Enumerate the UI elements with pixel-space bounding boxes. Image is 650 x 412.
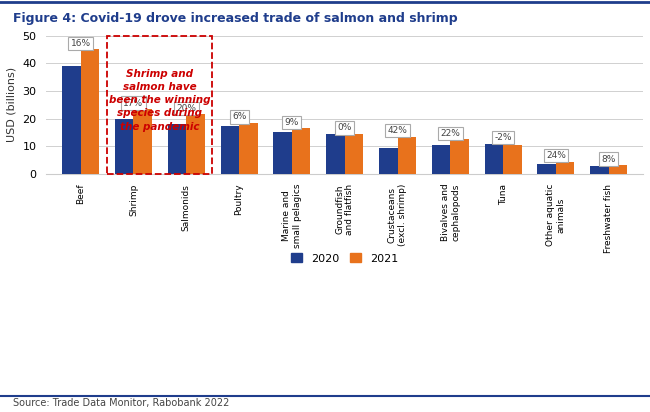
Bar xyxy=(326,134,344,174)
Text: 22%: 22% xyxy=(441,129,460,138)
Bar xyxy=(107,36,213,174)
Bar xyxy=(274,133,292,174)
Bar xyxy=(538,164,556,174)
Bar xyxy=(187,115,205,174)
Bar xyxy=(239,123,257,174)
Bar xyxy=(590,166,609,174)
Text: 0%: 0% xyxy=(337,124,352,133)
Bar xyxy=(292,128,311,174)
Text: 8%: 8% xyxy=(601,155,616,164)
Bar xyxy=(379,147,398,174)
Bar xyxy=(609,165,627,174)
Text: 16%: 16% xyxy=(71,39,91,48)
Bar xyxy=(115,119,133,174)
Y-axis label: USD (billions): USD (billions) xyxy=(7,67,17,143)
Bar xyxy=(168,124,187,174)
Bar xyxy=(344,134,363,174)
Bar xyxy=(556,162,575,174)
Text: 42%: 42% xyxy=(387,126,408,135)
Legend: 2020, 2021: 2020, 2021 xyxy=(287,249,403,268)
Bar xyxy=(220,126,239,174)
Text: 9%: 9% xyxy=(285,118,299,127)
Bar xyxy=(62,66,81,174)
Bar xyxy=(485,143,503,174)
Bar xyxy=(503,145,521,174)
Text: -2%: -2% xyxy=(495,133,512,142)
Bar xyxy=(133,109,152,174)
Text: 24%: 24% xyxy=(546,151,566,160)
Text: Source: Trade Data Monitor, Rabobank 2022: Source: Trade Data Monitor, Rabobank 202… xyxy=(13,398,229,408)
Text: 20%: 20% xyxy=(176,104,196,113)
Text: 6%: 6% xyxy=(232,112,246,122)
Bar xyxy=(450,139,469,174)
Bar xyxy=(398,137,416,174)
Text: Figure 4: Covid-19 drove increased trade of salmon and shrimp: Figure 4: Covid-19 drove increased trade… xyxy=(13,12,458,26)
Bar xyxy=(81,49,99,174)
Text: Shrimp and
salmon have
been the winning
species during
the pandemic: Shrimp and salmon have been the winning … xyxy=(109,69,211,132)
Bar xyxy=(432,145,450,174)
Text: 17%: 17% xyxy=(124,98,144,108)
